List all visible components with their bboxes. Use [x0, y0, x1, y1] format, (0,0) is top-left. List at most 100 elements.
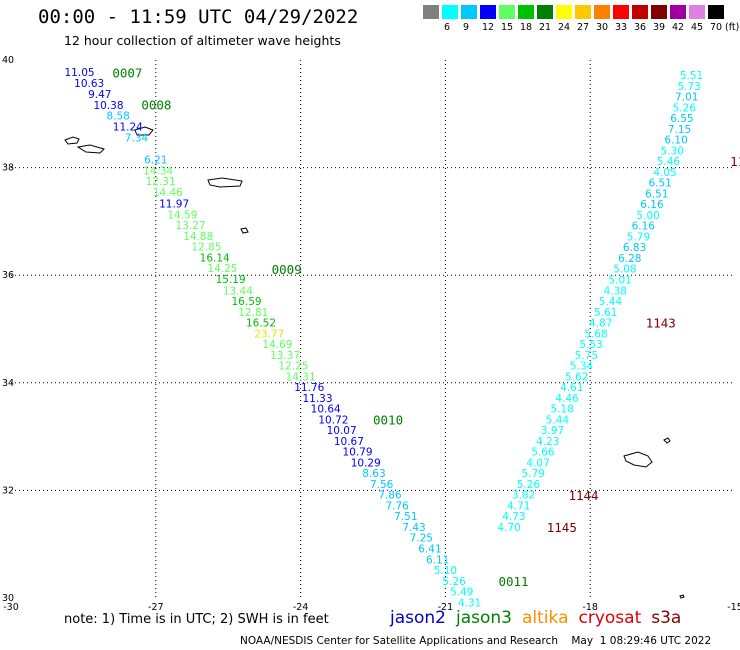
- swh-value-label: 6.28: [618, 253, 641, 265]
- swh-value-label: 4.46: [555, 393, 579, 405]
- credit-timestamp: May 1 08:29:46 UTC 2022: [571, 635, 712, 647]
- colorbar-tick-label: 33: [615, 22, 628, 33]
- swh-value-label: 5.18: [551, 404, 574, 416]
- swh-value-label: 12.25: [278, 361, 308, 373]
- swh-value-label: 10.29: [351, 457, 381, 469]
- swh-value-label: 6.16: [632, 221, 656, 233]
- pass-number-label: 0008: [141, 98, 171, 113]
- colorbar-tick-label: 39: [653, 22, 666, 33]
- swh-value-label: 3.82: [512, 490, 535, 502]
- island-madeira: [623, 451, 653, 468]
- colorbar-swatch: [689, 5, 705, 19]
- swh-value-label: 4.61: [560, 382, 583, 394]
- swh-value-label: 5.26: [673, 102, 697, 114]
- swh-value-label: 5.01: [608, 275, 631, 287]
- swh-value-label: 14.88: [183, 231, 213, 243]
- swh-value-label: 4.07: [526, 457, 549, 469]
- swh-value-label: 14.25: [207, 263, 237, 275]
- lon-tick-label: -18: [582, 602, 598, 613]
- colorbar-swatch: [556, 5, 572, 19]
- pass-number-label: 0010: [373, 412, 403, 427]
- credit-line: NOAA/NESDIS Center for Satellite Applica…: [240, 635, 711, 647]
- pass-labels: 0007 0008 0009 0010 0011 1142 1143 1144 1145: [112, 65, 740, 588]
- colorbar-swatch: [518, 5, 534, 19]
- swh-value-label: 13.27: [176, 220, 206, 232]
- swh-value-label: 6.51: [648, 178, 671, 190]
- swh-value-label: 4.71: [507, 500, 530, 512]
- swh-value-label: 7.34: [125, 132, 149, 144]
- pass-number-label: 1145: [547, 520, 577, 535]
- swh-value-label: 6.21: [144, 155, 167, 167]
- colorbar-unit-label: (ft): [725, 22, 740, 33]
- swh-value-label: 6.11: [426, 554, 449, 566]
- swh-value-label: 4.70: [497, 522, 520, 534]
- swh-value-label: 4.73: [502, 511, 525, 523]
- swh-value-label: 11.05: [65, 67, 95, 79]
- pass-number-label: 1143: [646, 316, 676, 331]
- legend-altika: altika: [522, 608, 569, 628]
- swh-value-label: 4.23: [536, 436, 559, 448]
- swh-value-label: 5.73: [677, 81, 700, 93]
- colorbar-tick-label: 45: [691, 22, 704, 33]
- swh-value-label: 12.85: [191, 242, 221, 254]
- swh-value-label: 14.34: [143, 165, 173, 177]
- legend-cryosat: cryosat: [578, 608, 642, 628]
- lon-tick-label: -24: [293, 602, 309, 613]
- colorbar-tick-label: 36: [634, 22, 647, 33]
- swh-value-label: 13.37: [270, 350, 300, 362]
- swh-value-label: 6.10: [664, 135, 687, 147]
- swh-value-label: 5.62: [565, 371, 588, 383]
- swh-value-label: 10.63: [74, 78, 104, 90]
- swh-value-label: 5.46: [657, 156, 681, 168]
- colorbar-swatch: [708, 5, 724, 19]
- swh-value-label: 7.15: [668, 124, 691, 136]
- colorbar-tick-label: 70: [710, 22, 723, 33]
- swh-value-label: 11.24: [113, 122, 143, 134]
- lat-tick-label: 38: [2, 163, 14, 174]
- swh-value-label: 7.86: [378, 490, 402, 502]
- swh-value-label: 5.68: [584, 328, 607, 340]
- swh-value-label: 10.38: [93, 100, 123, 112]
- swh-value-label: 5.75: [575, 350, 598, 362]
- swh-value-label: 7.01: [675, 92, 698, 104]
- island-sao-miguel: [207, 177, 243, 188]
- lat-tick-label: 32: [2, 485, 14, 496]
- swh-value-label: 4.87: [589, 318, 612, 330]
- swh-value-label: 16.14: [200, 252, 230, 264]
- swh-value-label: 10.64: [311, 404, 341, 416]
- swh-value-label: 5.30: [661, 145, 684, 157]
- swh-value-label: 14.31: [286, 371, 316, 383]
- colorbar-swatch: [651, 5, 667, 19]
- colorbar-swatch: [575, 5, 591, 19]
- swh-value-label: 12.31: [146, 176, 176, 188]
- swh-value-label: 5.79: [522, 468, 545, 480]
- swh-value-label: 5.44: [546, 414, 570, 426]
- swh-value-label: 8.63: [362, 468, 385, 480]
- colorbar-swatch: [632, 5, 648, 19]
- pass-number-label: 0011: [498, 574, 528, 589]
- swh-value-label: 16.59: [232, 296, 262, 308]
- swh-value-label: 12.81: [238, 307, 268, 319]
- colorbar-tick-label: 27: [577, 22, 590, 33]
- swh-value-label: 23.77: [254, 328, 284, 340]
- swh-value-label: 14.69: [262, 339, 292, 351]
- swh-value-label: 11.33: [302, 393, 332, 405]
- swh-value-label: 5.79: [627, 231, 650, 243]
- swh-value-label: 5.49: [450, 587, 473, 599]
- island-porto-santo: [663, 437, 671, 444]
- swh-value-label: 10.07: [327, 425, 357, 437]
- lon-tick-label: -27: [148, 602, 164, 613]
- swh-value-label: 7.43: [402, 522, 425, 534]
- swh-value-label: 7.25: [410, 533, 433, 545]
- lon-tick-label: -30: [3, 602, 19, 613]
- pass-number-label: 0007: [112, 65, 142, 80]
- swh-value-label: 5.61: [594, 307, 617, 319]
- colorbar-tick-label: 24: [558, 22, 571, 33]
- swh-value-label: 5.10: [434, 565, 457, 577]
- swh-value-label: 6.41: [418, 544, 441, 556]
- lon-tick-label: -21: [438, 602, 454, 613]
- map-subtitle: 12 hour collection of altimeter wave hei…: [64, 33, 341, 48]
- swh-value-label: 5.44: [599, 296, 623, 308]
- colorbar-swatch: [480, 5, 496, 19]
